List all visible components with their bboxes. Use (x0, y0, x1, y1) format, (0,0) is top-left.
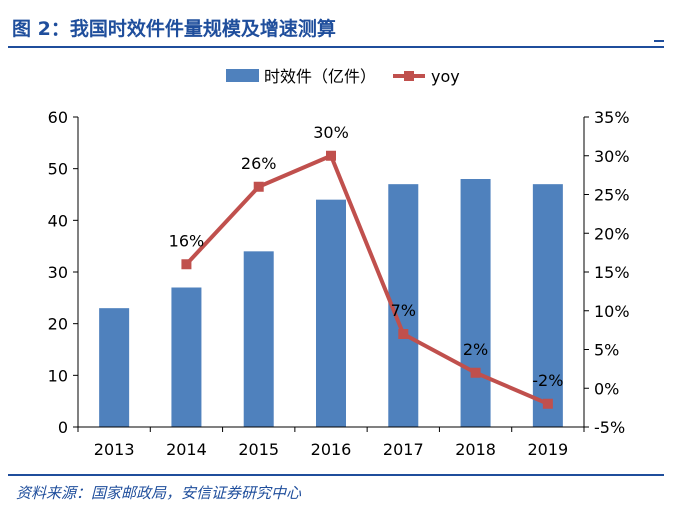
right-tick-label: 25% (594, 186, 630, 205)
right-tick-label: 10% (594, 302, 630, 321)
right-tick-label: -5% (594, 418, 625, 437)
yoy-point-2016 (326, 150, 336, 161)
x-tick-label: 2014 (166, 440, 207, 459)
header-rule-tick (654, 40, 664, 42)
header-rule (8, 46, 664, 48)
bar-series (99, 179, 563, 427)
figure-header: 图 2：我国时效件件量规模及增速测算 (8, 6, 664, 50)
x-tick-label: 2013 (94, 440, 135, 459)
right-tick-label: 15% (594, 263, 630, 282)
yoy-data-label: 16% (169, 231, 205, 250)
figure-footer: 资料来源：国家邮政局，安信证券研究中心 (8, 474, 664, 514)
left-tick-label: 60 (48, 108, 68, 127)
yoy-data-label: -2% (532, 371, 563, 390)
left-tick-label: 30 (48, 263, 68, 282)
x-tick-label: 2018 (455, 440, 496, 459)
yoy-point-2017 (398, 329, 409, 339)
yoy-point-2015 (253, 181, 264, 192)
figure-title: 图 2：我国时效件件量规模及增速测算 (12, 18, 336, 40)
chart-axes: 0 10 20 30 40 50 60 -5% 0% 5% 10% 15% 20% 25% 30% 35% 20… (48, 108, 630, 459)
right-tick-label: 0% (594, 379, 619, 398)
bar-2016 (316, 199, 346, 427)
bar-2014 (171, 287, 202, 427)
yoy-line (184, 153, 549, 406)
yoy-data-label: 30% (313, 123, 349, 142)
legend-label-bar: 时效件（亿件） (264, 67, 376, 86)
left-tick-label: 20 (48, 315, 68, 334)
right-tick-label: 20% (594, 224, 630, 243)
bar-2019 (532, 184, 563, 427)
x-tick-label: 2016 (311, 440, 352, 459)
bar-2015 (243, 251, 274, 427)
left-tick-label: 10 (48, 366, 68, 385)
right-tick-label: 30% (594, 147, 630, 166)
bar-2013 (99, 308, 130, 427)
right-tick-label: 35% (594, 108, 630, 127)
yoy-data-label: 26% (241, 154, 277, 173)
left-tick-label: 0 (58, 418, 68, 437)
yoy-point-2019 (542, 398, 553, 409)
yoy-data-label: 2% (463, 340, 488, 359)
x-tick-label: 2019 (527, 440, 568, 459)
chart-legend: 时效件（亿件） yoy (226, 67, 460, 86)
bar-2018 (460, 179, 491, 427)
line-series (181, 150, 553, 409)
data-labels: 16% 26% 30% 7% 2% -2% (169, 123, 564, 390)
x-tick-label: 2015 (238, 440, 279, 459)
legend-marker-yoy (404, 71, 414, 81)
legend-swatch-bar (226, 69, 259, 82)
combo-chart: 时效件（亿件） yoy 0 10 20 30 40 50 60 -5% 0% 5% 10% 15% 20%… (48, 67, 630, 459)
footer-rule (8, 474, 664, 476)
legend-label-yoy: yoy (431, 67, 460, 86)
yoy-point-2018 (470, 367, 481, 378)
yoy-data-label: 7% (391, 301, 416, 320)
yoy-point-2014 (181, 259, 192, 270)
source-note: 资料来源：国家邮政局，安信证券研究中心 (16, 484, 302, 502)
x-tick-label: 2017 (383, 440, 424, 459)
left-tick-label: 40 (48, 211, 68, 230)
right-tick-label: 5% (594, 341, 619, 360)
left-tick-label: 50 (48, 160, 68, 179)
